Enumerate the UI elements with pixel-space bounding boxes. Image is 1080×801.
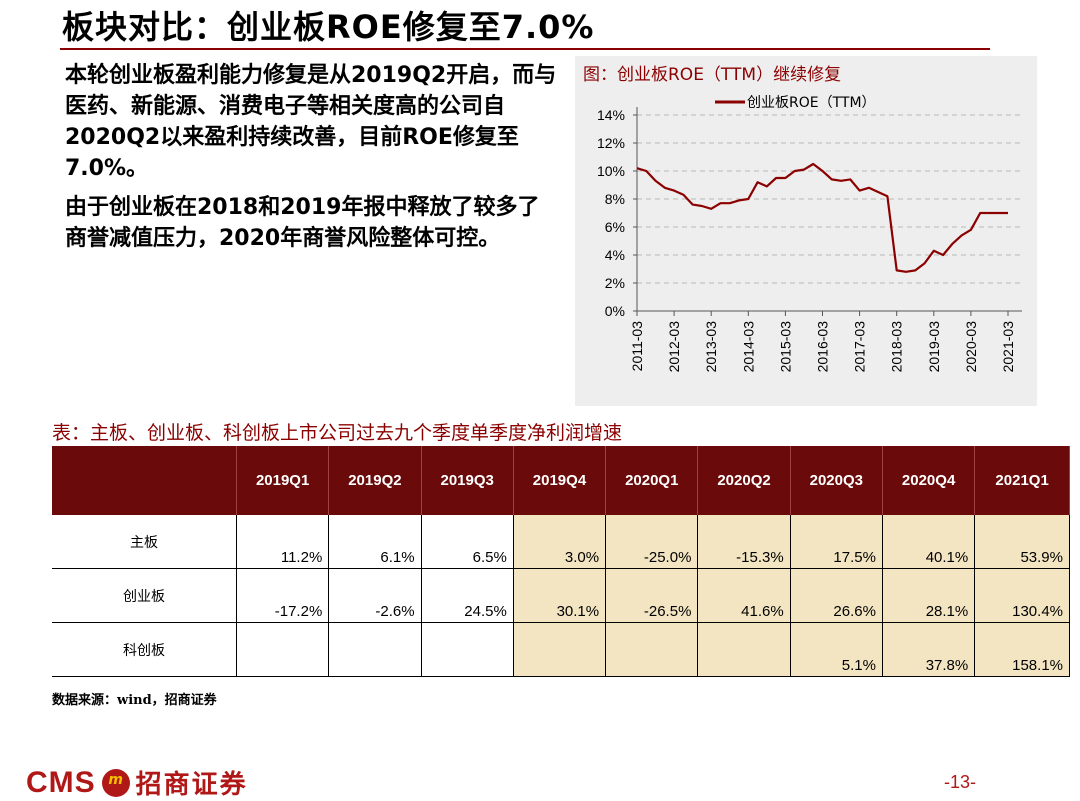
table-row: 创业板 -17.2% -2.6% 24.5% 30.1% -26.5% 41.6… [52, 568, 1070, 623]
x-tick-label: 2021-03 [1000, 321, 1016, 373]
table-cell: -26.5% [605, 568, 699, 623]
table-cell [697, 622, 791, 677]
table-cell [605, 622, 699, 677]
logo-seal-letter: m [108, 771, 123, 788]
x-tick-label: 2018-03 [889, 321, 905, 373]
table-cell: -15.3% [697, 515, 791, 569]
col-header: 2019Q2 [328, 446, 422, 515]
y-tick-label: 10% [597, 163, 625, 179]
logo-chinese-text: 招商证券 [135, 770, 248, 800]
table-cell: 41.6% [697, 568, 791, 623]
row-label: 创业板 [52, 568, 237, 623]
table-cell: 53.9% [974, 515, 1070, 569]
table-cell [328, 622, 422, 677]
table-cell: 26.6% [790, 568, 883, 623]
logo-cms-text: CMS [26, 765, 96, 799]
col-header: 2021Q1 [974, 446, 1070, 515]
table-caption: 表：主板、创业板、科创板上市公司过去九个季度单季度净利润增速 [52, 422, 623, 444]
table-row: 科创板 5.1% 37.8% 158.1% [52, 622, 1070, 677]
table-cell [512, 622, 607, 677]
table-header-row: 2019Q1 2019Q2 2019Q3 2019Q4 2020Q1 2020Q… [52, 446, 1070, 515]
page-number: -13- [944, 772, 977, 792]
col-header: 2020Q2 [697, 446, 791, 515]
series-line-roe [636, 162, 1008, 273]
header-corner [52, 446, 237, 515]
col-header: 2020Q1 [605, 446, 699, 515]
table-cell [236, 622, 330, 677]
paragraph-2: 由于创业板在2018和2019年报中释放了较多了商誉减值压力，2020年商誉风险… [65, 195, 540, 251]
x-tick-label: 2020-03 [963, 321, 979, 373]
growth-table: 2019Q1 2019Q2 2019Q3 2019Q4 2020Q1 2020Q… [52, 446, 1070, 677]
chart-caption: 图：创业板ROE（TTM）继续修复 [583, 65, 842, 85]
y-tick-label: 2% [605, 275, 625, 291]
brand-logo: CMS m 招商证券 [26, 764, 248, 801]
row-label: 主板 [52, 515, 237, 569]
logo-seal-icon: m [101, 768, 130, 797]
x-tick-label: 2014-03 [740, 321, 756, 373]
body-text: 本轮创业板盈利能力修复是从2019Q2开启，而与医药、新能源、消费电子等相关度高… [65, 60, 560, 262]
col-header: 2020Q4 [882, 446, 976, 515]
table-cell: -17.2% [236, 568, 330, 623]
paragraph-1: 本轮创业板盈利能力修复是从2019Q2开启，而与医药、新能源、消费电子等相关度高… [65, 63, 557, 181]
table-cell: 158.1% [974, 622, 1070, 677]
x-tick-label: 2017-03 [852, 321, 868, 373]
table-cell: 11.2% [236, 515, 330, 569]
col-header: 2019Q1 [236, 446, 330, 515]
col-header: 2019Q4 [513, 446, 607, 515]
roe-line-chart: 0% 2% 4% 6% 8% 10% 12% 14% 2011-03 2012-03 2013-03… [597, 95, 1022, 373]
legend-label: 创业板ROE（TTM） [747, 95, 876, 111]
col-header: 2019Q3 [421, 446, 514, 515]
table-cell: -2.6% [328, 568, 422, 623]
y-tick-label: 6% [605, 219, 625, 235]
table-cell: 6.1% [328, 515, 422, 569]
x-tick-label: 2013-03 [703, 321, 719, 373]
table-cell: 3.0% [512, 515, 607, 569]
title-divider [60, 48, 990, 50]
table-cell: 40.1% [882, 515, 976, 569]
row-label: 科创板 [52, 622, 237, 677]
table-cell: 37.8% [882, 622, 976, 677]
table-cell [421, 622, 514, 677]
table-cell: 6.5% [421, 515, 514, 569]
roe-chart: 图：创业板ROE（TTM）继续修复 0% 2% 4% 6% 8% 10% 12% 14% 201… [575, 56, 1037, 406]
page-title: 板块对比：创业板ROE修复至7.0% [62, 8, 595, 46]
x-tick-label: 2012-03 [666, 321, 682, 373]
table-cell: 5.1% [790, 622, 883, 677]
table-cell: 30.1% [512, 568, 607, 623]
table-cell: 17.5% [790, 515, 883, 569]
x-tick-label: 2011-03 [629, 321, 645, 372]
table-cell: 28.1% [882, 568, 976, 623]
y-tick-label: 4% [605, 247, 625, 263]
y-tick-label: 12% [597, 135, 625, 151]
data-source: 数据来源：wind，招商证券 [52, 693, 217, 708]
table-cell: 24.5% [421, 568, 514, 623]
x-tick-label: 2015-03 [777, 321, 793, 373]
table-cell: 130.4% [974, 568, 1070, 623]
y-tick-label: 14% [597, 107, 625, 123]
col-header: 2020Q3 [790, 446, 883, 515]
y-tick-label: 0% [605, 303, 625, 319]
y-tick-label: 8% [605, 191, 625, 207]
table-row: 主板 11.2% 6.1% 6.5% 3.0% -25.0% -15.3% 17… [52, 515, 1070, 569]
x-tick-label: 2019-03 [926, 321, 942, 373]
x-tick-label: 2016-03 [815, 321, 831, 373]
table-cell: -25.0% [605, 515, 699, 569]
